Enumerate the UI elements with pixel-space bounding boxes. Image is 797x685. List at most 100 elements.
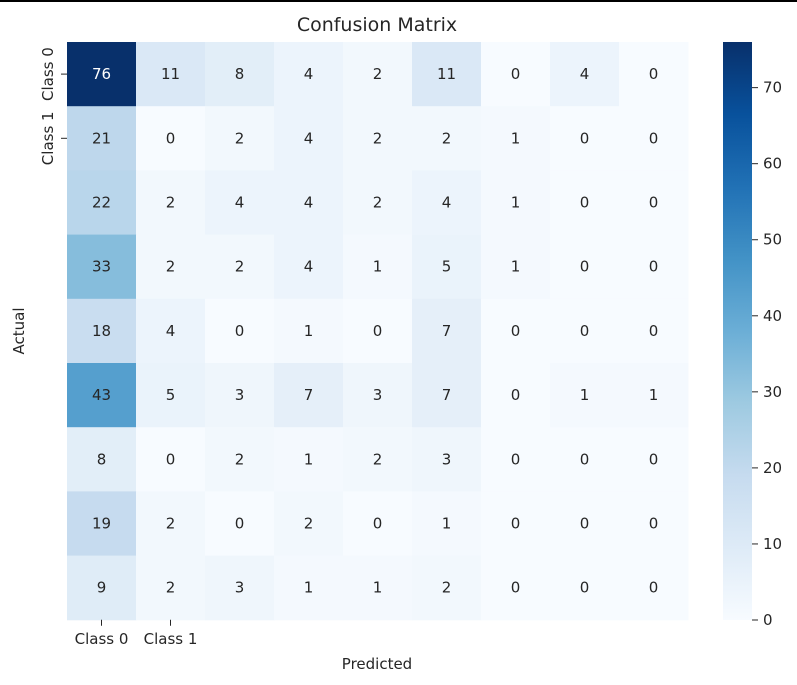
cell-value-label: 21 <box>92 129 111 147</box>
heatmap-cell <box>481 234 551 300</box>
heatmap-cell <box>550 555 620 621</box>
cell-value-label: 0 <box>235 322 245 340</box>
heatmap-cell <box>67 491 137 557</box>
heatmap-cell <box>205 555 275 621</box>
cell-value-label: 43 <box>92 386 111 404</box>
cell-value-label: 8 <box>235 65 245 83</box>
cell-value-label: 1 <box>511 194 521 212</box>
cell-value-label: 1 <box>304 579 314 597</box>
colorbar-tick-label: 70 <box>763 79 782 97</box>
heatmap-cell <box>274 42 344 107</box>
cell-value-label: 2 <box>373 65 383 83</box>
cell-value-label: 1 <box>304 322 314 340</box>
cell-value-label: 2 <box>442 579 452 597</box>
cell-value-label: 9 <box>97 579 107 597</box>
heatmap-cell <box>136 363 206 428</box>
heatmap-cell <box>274 234 344 300</box>
heatmap-cell <box>67 427 137 492</box>
heatmap-cell <box>550 170 620 236</box>
cell-value-label: 1 <box>649 386 659 404</box>
heatmap-cell <box>343 42 413 107</box>
heatmap-cell <box>481 106 551 171</box>
x-axis-label: Predicted <box>342 655 412 673</box>
cell-value-label: 1 <box>580 386 590 404</box>
x-tick-label: Class 1 <box>144 630 198 648</box>
heatmap-cell <box>412 491 482 557</box>
y-tick-label: Class 1 <box>39 111 57 165</box>
heatmap-cell <box>67 555 137 621</box>
cell-value-label: 1 <box>373 579 383 597</box>
heatmap-cell <box>481 555 551 621</box>
heatmap-cell <box>412 170 482 236</box>
cell-value-label: 4 <box>304 194 314 212</box>
heatmap-cell <box>136 298 206 364</box>
cell-value-label: 0 <box>511 515 521 533</box>
cell-value-label: 33 <box>92 258 111 276</box>
y-tick-label: Class 0 <box>39 47 57 101</box>
heatmap-cell <box>67 42 137 107</box>
cell-value-label: 0 <box>649 65 659 83</box>
heatmap-cell <box>619 106 689 171</box>
cell-value-label: 0 <box>373 322 383 340</box>
cell-value-label: 0 <box>511 386 521 404</box>
cell-value-label: 7 <box>442 386 452 404</box>
cell-value-label: 11 <box>437 65 456 83</box>
cell-value-label: 7 <box>442 322 452 340</box>
cell-value-label: 0 <box>580 194 590 212</box>
cell-value-label: 18 <box>92 322 111 340</box>
heatmap-cell <box>412 555 482 621</box>
heatmap-cell <box>481 363 551 428</box>
cell-value-label: 3 <box>235 579 245 597</box>
cell-value-label: 1 <box>511 129 521 147</box>
cell-value-label: 19 <box>92 515 111 533</box>
heatmap-cell <box>67 106 137 171</box>
cell-value-label: 0 <box>580 129 590 147</box>
heatmap-cell <box>481 298 551 364</box>
cell-value-label: 4 <box>580 65 590 83</box>
cell-value-label: 11 <box>161 65 180 83</box>
cell-value-label: 5 <box>166 386 176 404</box>
heatmap-cell <box>619 363 689 428</box>
cell-value-label: 4 <box>442 194 452 212</box>
heatmap-cell <box>205 42 275 107</box>
heatmap-cell <box>67 298 137 364</box>
x-tick-label: Class 0 <box>75 630 129 648</box>
cell-value-label: 22 <box>92 194 111 212</box>
colorbar-tick-label: 50 <box>763 231 782 249</box>
colorbar-tick-label: 0 <box>763 611 773 629</box>
heatmap-cell <box>481 170 551 236</box>
heatmap-cell <box>67 170 137 236</box>
heatmap-cell <box>205 298 275 364</box>
cell-value-label: 0 <box>649 579 659 597</box>
chart-title: Confusion Matrix <box>297 14 457 36</box>
cell-value-label: 0 <box>373 515 383 533</box>
heatmap-cell <box>619 427 689 492</box>
cell-value-label: 0 <box>511 579 521 597</box>
heatmap-cell <box>205 363 275 428</box>
heatmap-cell <box>274 106 344 171</box>
heatmap-cell <box>274 555 344 621</box>
cell-value-label: 2 <box>166 515 176 533</box>
cell-value-label: 4 <box>304 65 314 83</box>
cell-value-label: 2 <box>235 258 245 276</box>
heatmap-cell <box>550 42 620 107</box>
heatmap-cell <box>205 106 275 171</box>
colorbar-tick-label: 10 <box>763 535 782 553</box>
cell-value-label: 1 <box>373 258 383 276</box>
heatmap-cell <box>481 491 551 557</box>
cell-value-label: 0 <box>580 515 590 533</box>
cell-value-label: 76 <box>92 65 111 83</box>
cell-value-label: 0 <box>580 258 590 276</box>
cell-value-label: 0 <box>649 129 659 147</box>
heatmap-cell <box>619 42 689 107</box>
heatmap-cell <box>343 427 413 492</box>
cell-value-label: 0 <box>235 515 245 533</box>
heatmap-cell <box>205 491 275 557</box>
heatmap-cell <box>136 106 206 171</box>
cell-value-label: 8 <box>97 450 107 468</box>
heatmap-cell <box>619 555 689 621</box>
x-axis-ticks: Class 0 Class 1 <box>75 619 198 648</box>
heatmap-cell <box>274 363 344 428</box>
top-border <box>0 0 797 2</box>
